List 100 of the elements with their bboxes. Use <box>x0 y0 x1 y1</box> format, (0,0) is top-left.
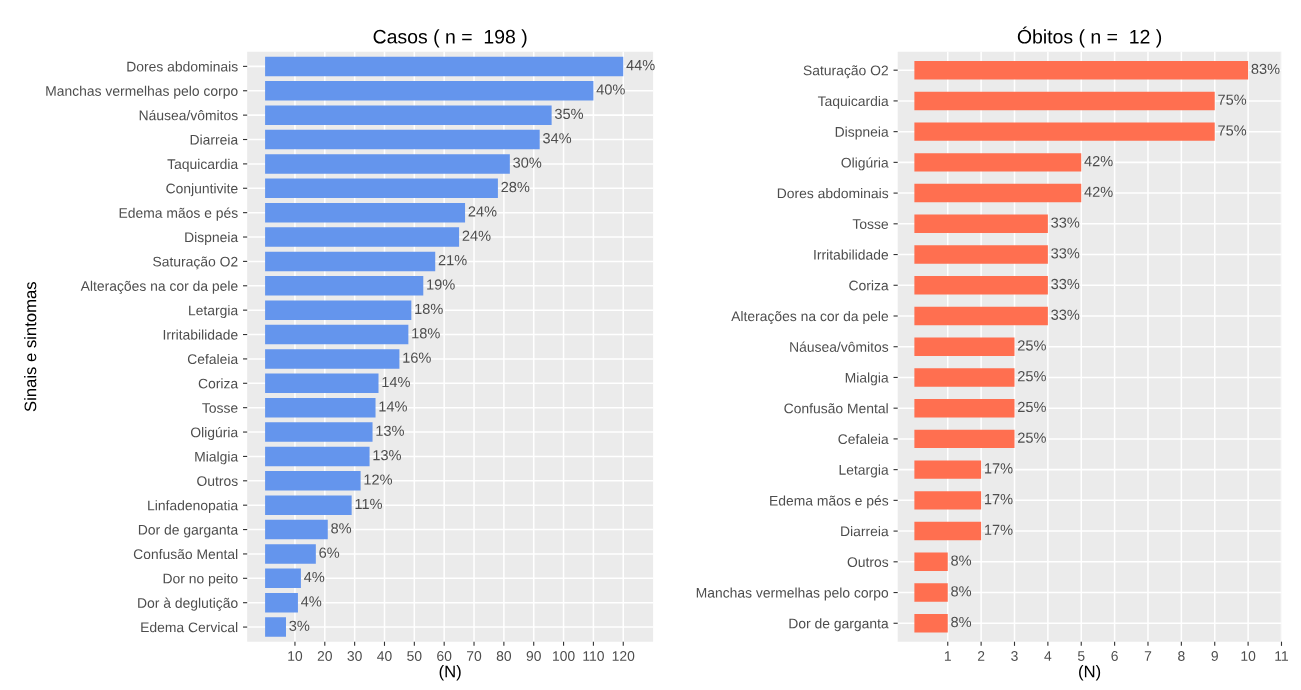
annotation: 8% <box>951 555 972 566</box>
bar <box>914 91 1215 111</box>
y-tick-label: Dores abdominais <box>777 188 889 199</box>
x-tick-label: 80 <box>496 651 512 661</box>
bar <box>265 471 361 491</box>
annotation: 14% <box>382 376 410 388</box>
x-tick-label: 60 <box>437 651 452 661</box>
bar <box>914 460 982 479</box>
annotation: 4% <box>304 571 325 583</box>
annotation: 75% <box>1218 125 1247 136</box>
bar <box>265 324 409 345</box>
bar <box>914 552 948 572</box>
x-tick-label: 5 <box>1077 651 1085 661</box>
x-tick-label: 40 <box>377 651 392 661</box>
bar <box>265 397 376 418</box>
x-tick-label: 9 <box>1211 651 1218 661</box>
y-tick-label: Confusão Mental <box>133 548 238 560</box>
y-tick-label: Náusea/vômitos <box>790 341 889 352</box>
y-tick-label: Taquicardia <box>817 95 889 109</box>
y-tick-label: Dispneia <box>185 231 239 245</box>
bar <box>914 614 948 633</box>
y-tick-label: Diarreia <box>190 134 239 145</box>
annotation: 6% <box>319 547 340 558</box>
chart-title: Óbitos ( n = 12 ) <box>1017 26 1162 48</box>
bar <box>914 306 1048 326</box>
x-tick-label: 10 <box>1241 651 1256 661</box>
bar <box>914 521 982 541</box>
annotation: 3% <box>289 620 310 631</box>
y-tick-label: Manchas vermelhas pelo corpo <box>46 85 238 99</box>
bar <box>265 154 510 174</box>
x-tick-label: 3 <box>1011 651 1018 661</box>
bar <box>265 56 624 77</box>
chart-title: Casos ( n = 198 ) <box>373 29 527 48</box>
y-tick-label: Oligúria <box>841 157 889 171</box>
bar <box>914 153 1082 172</box>
annotation: 25% <box>1018 432 1046 443</box>
bar <box>265 592 298 613</box>
annotation: 25% <box>1018 371 1046 382</box>
bar <box>914 122 1215 141</box>
bar <box>265 373 379 394</box>
y-tick-label: Dispneia <box>835 126 889 140</box>
y-tick-label: Edema Cervical <box>141 622 238 633</box>
bar <box>265 568 301 589</box>
y-tick-label: Saturação O2 <box>803 65 888 79</box>
annotation: 13% <box>376 425 404 436</box>
x-tick-label: 90 <box>526 651 541 661</box>
y-tick-label: Tosse <box>202 403 238 413</box>
y-tick-label: Manchas vermelhas pelo corpo <box>696 587 889 601</box>
y-tick-label: Irritabilidade <box>814 249 889 260</box>
bar <box>265 129 540 150</box>
y-tick-label: Edema mãos e pés <box>119 207 238 221</box>
annotation: 33% <box>1051 278 1080 290</box>
x-tick-label: 30 <box>347 651 362 661</box>
y-tick-label: Saturação O2 <box>153 256 238 270</box>
annotation: 25% <box>1018 340 1046 351</box>
annotation: 42% <box>1084 155 1113 167</box>
annotation: 18% <box>412 328 440 339</box>
x-tick-label: 110 <box>583 651 604 661</box>
y-tick-label: Coriza <box>849 280 889 291</box>
bar <box>914 398 1015 418</box>
annotation: 8% <box>951 616 972 628</box>
annotation: 44% <box>626 60 655 71</box>
annotation: 34% <box>543 133 572 144</box>
bar <box>914 337 1015 356</box>
annotation: 24% <box>468 206 497 217</box>
annotation: 19% <box>427 279 455 290</box>
y-tick-label: Coriza <box>198 378 239 389</box>
bar <box>265 349 400 369</box>
annotation: 24% <box>462 230 491 241</box>
x-tick-label: 50 <box>407 651 422 661</box>
bar <box>914 276 1048 295</box>
annotation: 8% <box>331 523 352 534</box>
y-tick-label: Diarreia <box>841 526 889 537</box>
bar <box>914 583 948 602</box>
y-tick-label: Linfadenopatia <box>148 500 239 514</box>
y-tick-label: Dores abdominais <box>127 61 238 72</box>
bar <box>265 495 352 515</box>
y-tick-label: Oligúria <box>190 426 239 441</box>
bar <box>265 276 424 296</box>
x-tick-label: 100 <box>553 651 575 661</box>
annotation: 83% <box>1251 63 1280 75</box>
x-tick-label: 120 <box>612 651 635 661</box>
bar <box>914 491 982 510</box>
annotation: 17% <box>985 463 1013 474</box>
x-tick-label: 10 <box>288 651 303 661</box>
bar <box>265 202 466 223</box>
bar <box>265 544 316 564</box>
bar <box>265 422 373 442</box>
y-tick-label: Dor de garganta <box>789 618 889 632</box>
y-tick-label: Edema mãos e pés <box>770 495 889 509</box>
x-tick-label: 6 <box>1111 651 1118 661</box>
y-tick-label: Dor à deglutição <box>138 597 238 611</box>
y-tick-label: Letargia <box>189 305 239 319</box>
y-tick-label: Confusão Mental <box>784 403 888 414</box>
y-tick-label: Taquicardia <box>167 158 239 172</box>
y-tick-label: Conjuntivite <box>166 183 238 197</box>
annotation: 25% <box>1018 401 1046 413</box>
y-tick-label: Cefaleia <box>838 433 889 445</box>
annotation: 28% <box>501 181 530 193</box>
x-tick-label: 11 <box>1275 651 1289 661</box>
